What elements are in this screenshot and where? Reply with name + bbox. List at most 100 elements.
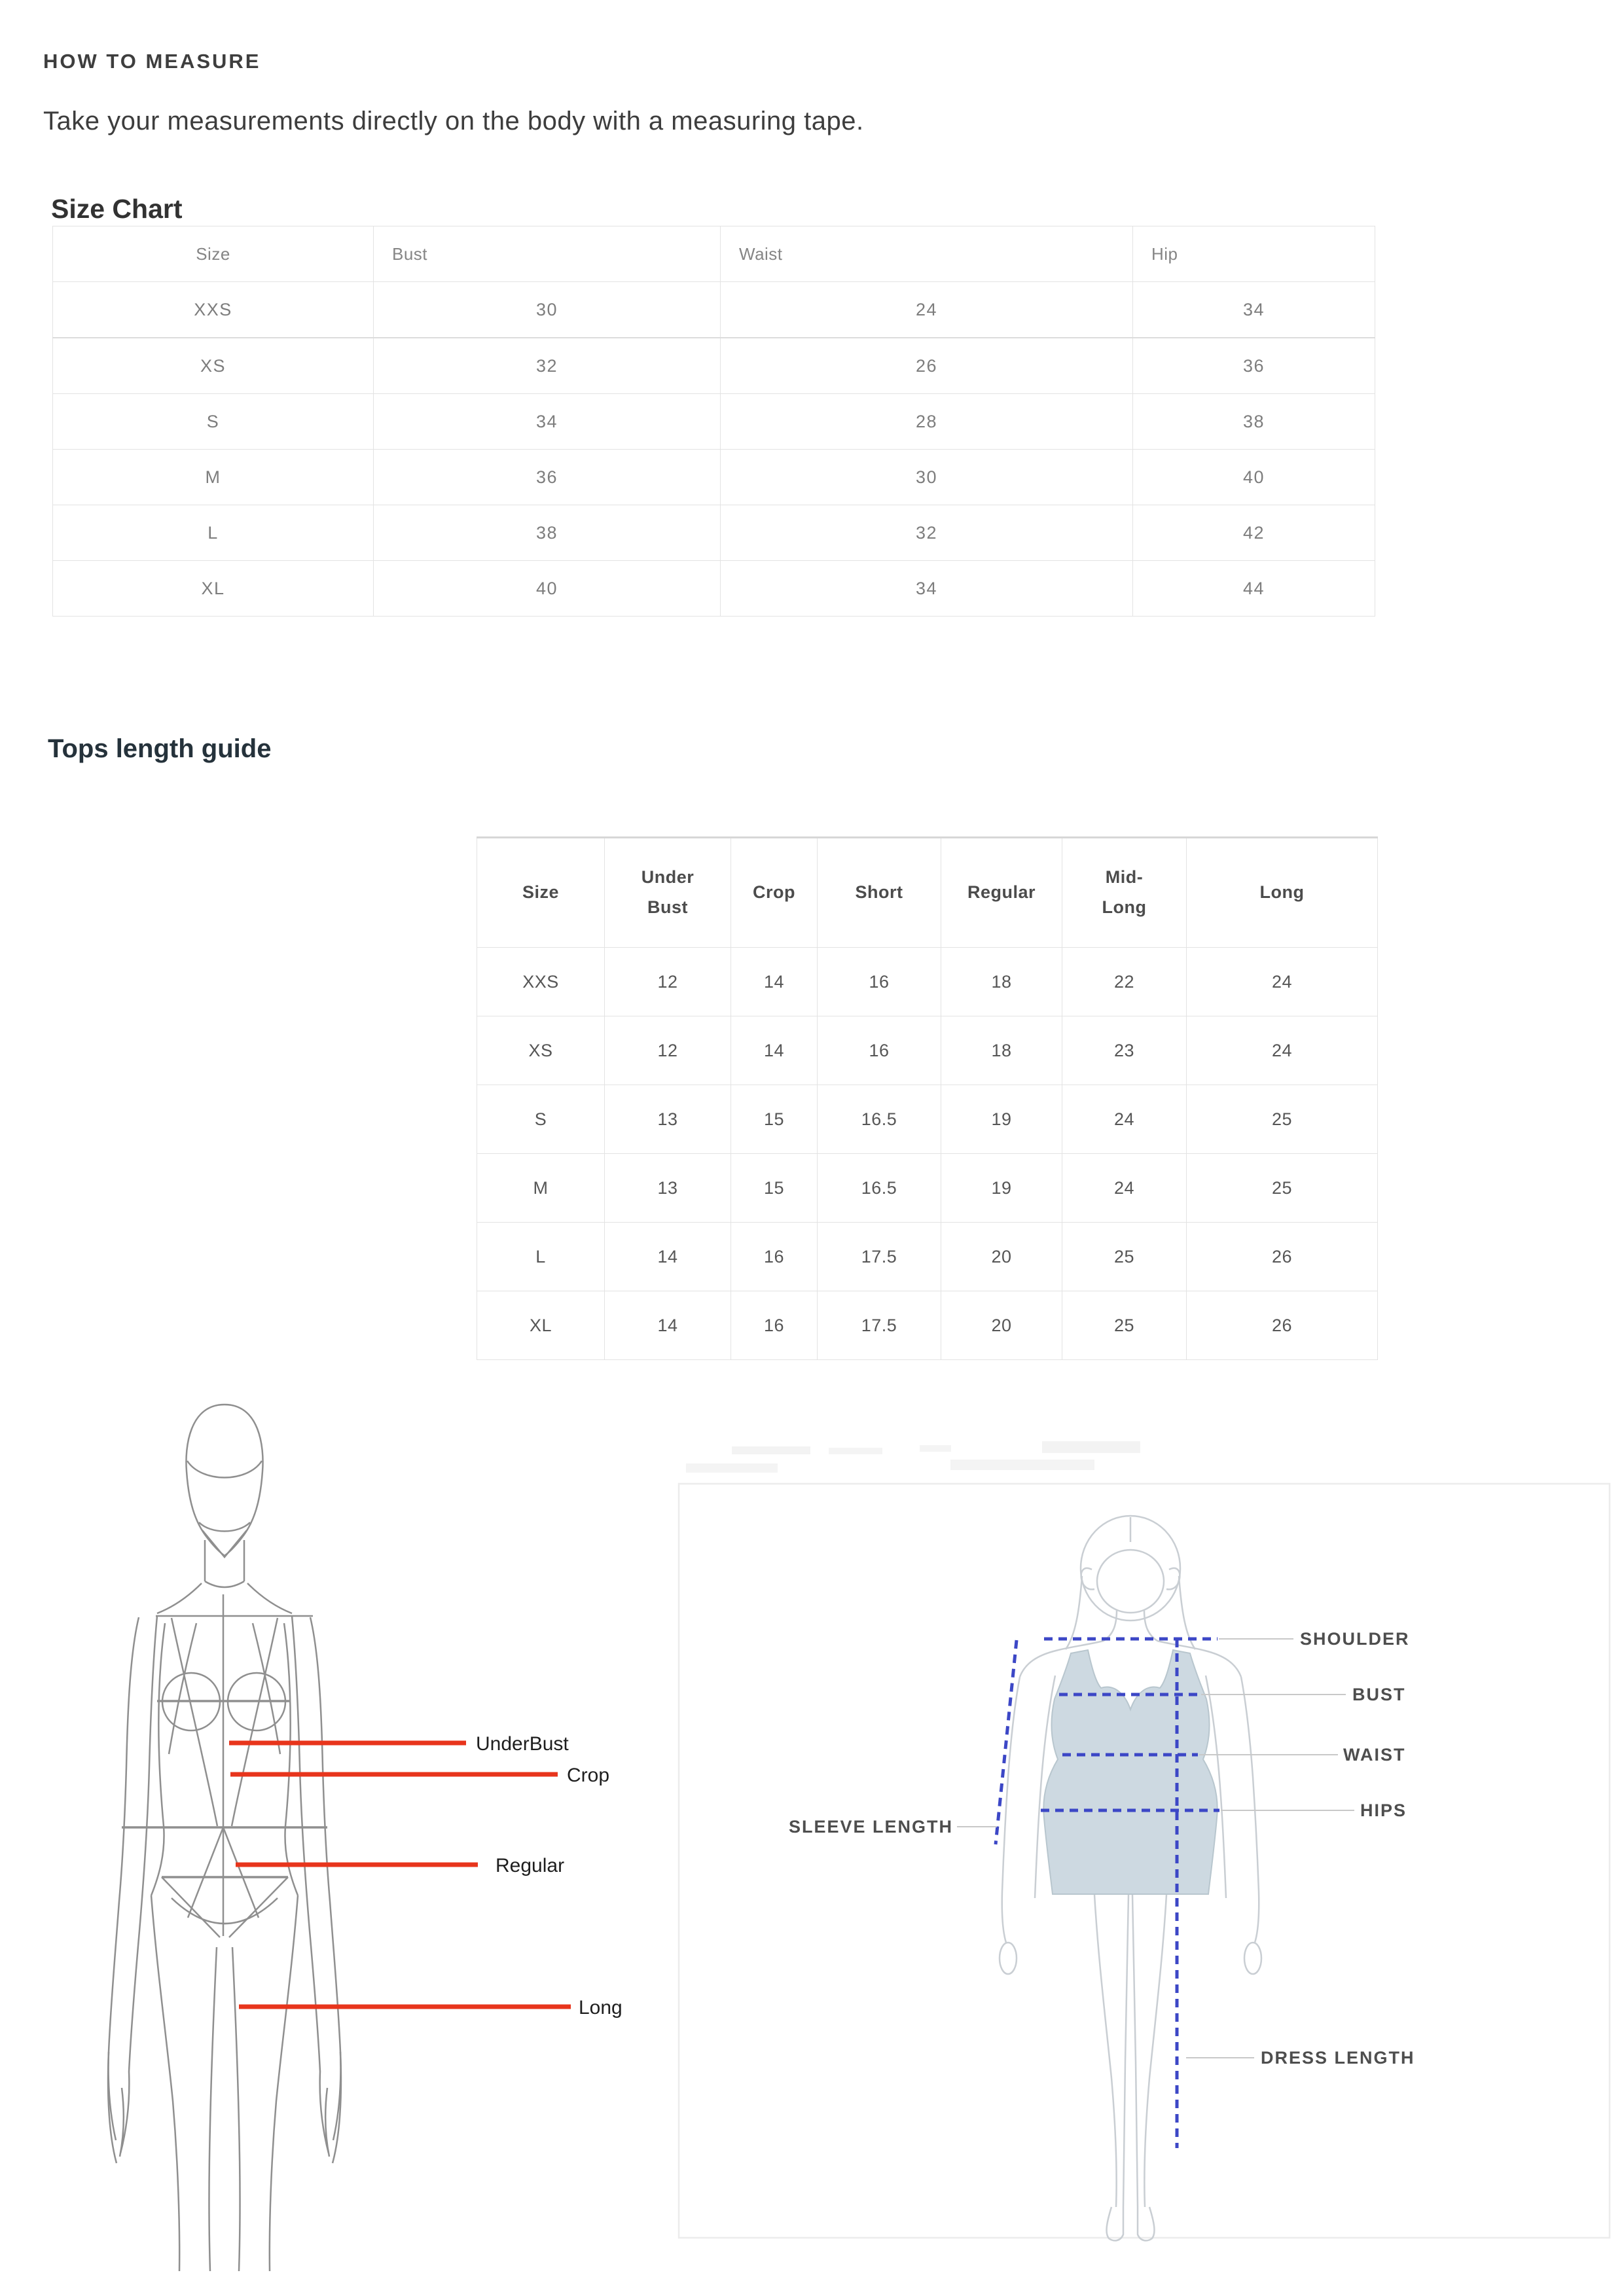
table-cell: 14: [731, 947, 818, 1016]
dress-length-label: DRESS LENGTH: [1261, 2048, 1415, 2068]
sleeve-length-label: SLEEVE LENGTH: [789, 1817, 953, 1837]
table-cell: 12: [604, 947, 731, 1016]
measurement-dashed-lines: [994, 1637, 1219, 2148]
tops-length-table: Size Under Bust Crop Short Regular Mid- Long L…: [477, 836, 1378, 1360]
underbust-label: UnderBust: [476, 1733, 569, 1755]
table-cell: 24: [1062, 1153, 1187, 1223]
shoulder-label: SHOULDER: [1300, 1629, 1410, 1649]
table-cell: 32: [373, 337, 721, 394]
table-cell: 20: [941, 1291, 1062, 1360]
table-cell: 36: [1132, 337, 1375, 394]
table-cell: 25: [1186, 1085, 1378, 1154]
header-row: Size Bust Waist Hip: [52, 226, 1375, 282]
table-cell: 32: [720, 505, 1133, 561]
table-cell: 34: [373, 393, 721, 450]
table-cell: S: [52, 393, 374, 450]
table-cell: 38: [373, 505, 721, 561]
table-cell: 24: [720, 281, 1133, 338]
table-row: XL 14 16 17.5 20 25 26: [477, 1291, 1378, 1360]
table-cell: 36: [373, 449, 721, 505]
table-cell: 30: [720, 449, 1133, 505]
column-header: Size: [52, 226, 374, 282]
page-title: HOW TO MEASURE: [43, 50, 261, 73]
waist-label: WAIST: [1343, 1745, 1406, 1765]
table-cell: 24: [1186, 1016, 1378, 1085]
column-header: Bust: [373, 226, 721, 282]
tops-length-diagram: UnderBust Crop Regular Long: [107, 1403, 623, 2272]
tops-length-heading: Tops length guide: [48, 734, 272, 763]
table-cell: XL: [52, 560, 374, 617]
table-cell: M: [52, 449, 374, 505]
column-header: Long: [1186, 837, 1378, 948]
size-chart-heading: Size Chart: [51, 194, 183, 224]
table-row: L 38 32 42: [52, 505, 1375, 561]
size-chart-table: Size Bust Waist Hip XXS 30 24 34 XS 32 26 36 S 34 28 38…: [52, 226, 1375, 617]
table-cell: 19: [941, 1153, 1062, 1223]
table-row: S 13 15 16.5 19 24 25: [477, 1085, 1378, 1154]
table-cell: 22: [1062, 947, 1187, 1016]
table-cell: 19: [941, 1085, 1062, 1154]
regular-label: Regular: [496, 1855, 564, 1876]
table-row: L 14 16 17.5 20 25 26: [477, 1222, 1378, 1291]
table-cell: 17.5: [817, 1291, 941, 1360]
hips-label: HIPS: [1360, 1801, 1407, 1820]
diagram-frame: [677, 1482, 1611, 2239]
table-cell: 26: [720, 337, 1133, 394]
bust-label: BUST: [1352, 1685, 1406, 1704]
table-cell: 40: [373, 560, 721, 617]
table-cell: 16.5: [817, 1153, 941, 1223]
long-label: Long: [579, 1997, 623, 2018]
length-marker-lines: [229, 1740, 571, 2009]
mannequin-figure: [107, 1403, 342, 2272]
table-cell: 20: [941, 1222, 1062, 1291]
table-cell: S: [477, 1085, 605, 1154]
dress-shape: [1043, 1649, 1218, 1895]
column-header: Mid- Long: [1062, 837, 1187, 948]
table-cell: 25: [1186, 1153, 1378, 1223]
table-cell: 15: [731, 1153, 818, 1223]
table-cell: XXS: [52, 281, 374, 338]
table-cell: 44: [1132, 560, 1375, 617]
column-header: Size: [477, 837, 605, 948]
table-cell: 18: [941, 947, 1062, 1016]
body-outline: [998, 1515, 1263, 2242]
table-cell: M: [477, 1153, 605, 1223]
table-row: XS 32 26 36: [52, 337, 1375, 394]
table-cell: 30: [373, 281, 721, 338]
table-cell: 34: [720, 560, 1133, 617]
table-cell: 16: [817, 1016, 941, 1085]
table-row: XS 12 14 16 18 23 24: [477, 1016, 1378, 1085]
table-cell: 15: [731, 1085, 818, 1154]
table-cell: 23: [1062, 1016, 1187, 1085]
table-cell: 16.5: [817, 1085, 941, 1154]
table-cell: 14: [604, 1291, 731, 1360]
column-header: Hip: [1132, 226, 1375, 282]
table-row: S 34 28 38: [52, 393, 1375, 450]
table-row: XXS 12 14 16 18 22 24: [477, 947, 1378, 1016]
table-cell: 18: [941, 1016, 1062, 1085]
dress-measurement-diagram: SHOULDER BUST WAIST HIPS SLEEVE LENGTH D…: [677, 1441, 1611, 2242]
table-cell: 40: [1132, 449, 1375, 505]
table-cell: 14: [604, 1222, 731, 1291]
column-header: Under Bust: [604, 837, 731, 948]
table-cell: 12: [604, 1016, 731, 1085]
table-cell: 13: [604, 1085, 731, 1154]
table-cell: XS: [52, 337, 374, 394]
table-cell: 28: [720, 393, 1133, 450]
table-row: XXS 30 24 34: [52, 281, 1375, 338]
table-cell: 14: [731, 1016, 818, 1085]
label-connector-lines: [957, 1638, 1354, 2058]
sleeve-length-dashed-line: [994, 1640, 1019, 1845]
column-header: Regular: [941, 837, 1062, 948]
table-cell: L: [52, 505, 374, 561]
table-cell: XXS: [477, 947, 605, 1016]
table-cell: 16: [731, 1291, 818, 1360]
header-row: Size Under Bust Crop Short Regular Mid- Long L…: [477, 837, 1378, 948]
table-row: M 36 30 40: [52, 449, 1375, 505]
table-cell: 16: [731, 1222, 818, 1291]
table-cell: 34: [1132, 281, 1375, 338]
table-cell: 13: [604, 1153, 731, 1223]
table-cell: 26: [1186, 1291, 1378, 1360]
table-cell: 24: [1186, 947, 1378, 1016]
table-cell: 38: [1132, 393, 1375, 450]
